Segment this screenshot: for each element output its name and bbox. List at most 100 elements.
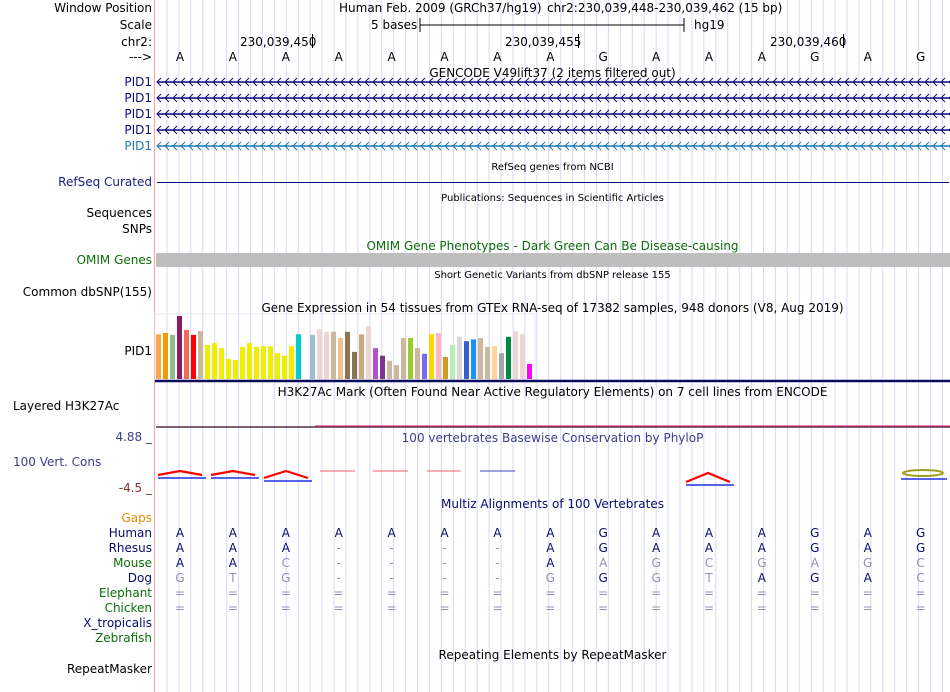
strand-arrow-icon bbox=[836, 125, 842, 135]
species-label-elephant[interactable]: Elephant bbox=[98, 586, 152, 600]
gencode-item-label[interactable]: PID1 bbox=[124, 123, 152, 137]
gtex-bar[interactable] bbox=[394, 365, 399, 379]
gencode-transcript[interactable] bbox=[155, 141, 950, 151]
omim-label[interactable]: OMIM Genes bbox=[76, 253, 152, 267]
gencode-transcript[interactable] bbox=[155, 109, 950, 119]
gtex-bar[interactable] bbox=[289, 346, 294, 379]
gtex-bar[interactable] bbox=[345, 331, 350, 379]
species-label-x_tropicalis[interactable]: X_tropicalis bbox=[83, 616, 152, 630]
gtex-bar[interactable] bbox=[380, 355, 385, 379]
gencode-transcript[interactable] bbox=[155, 125, 950, 135]
gtex-bar[interactable] bbox=[499, 353, 504, 379]
gtex-bar[interactable] bbox=[520, 334, 525, 379]
gtex-bar[interactable] bbox=[219, 348, 224, 379]
refseq-gene-line[interactable] bbox=[157, 182, 949, 183]
gtex-bar[interactable] bbox=[513, 331, 518, 379]
gtex-bar[interactable] bbox=[156, 334, 161, 379]
gtex-bar[interactable] bbox=[170, 334, 175, 379]
species-label-rhesus[interactable]: Rhesus bbox=[108, 541, 152, 555]
gtex-bar[interactable] bbox=[387, 360, 392, 379]
species-label-chicken[interactable]: Chicken bbox=[104, 601, 152, 615]
gtex-bar[interactable] bbox=[163, 333, 168, 379]
gtex-bar[interactable] bbox=[373, 348, 378, 379]
gtex-bar[interactable] bbox=[457, 336, 462, 379]
gtex-bar[interactable] bbox=[247, 343, 252, 379]
gencode-transcript[interactable] bbox=[155, 77, 950, 87]
gtex-bar[interactable] bbox=[261, 346, 266, 379]
strand-arrow-icon bbox=[164, 77, 170, 87]
strand-arrow-icon bbox=[644, 141, 650, 151]
gtex-bar[interactable] bbox=[338, 338, 343, 379]
strand-arrow-icon bbox=[692, 109, 698, 119]
repeatmasker-label[interactable]: RepeatMasker bbox=[66, 662, 152, 676]
dbsnp-label[interactable]: Common dbSNP(155) bbox=[22, 285, 152, 299]
species-label-dog[interactable]: Dog bbox=[127, 571, 152, 585]
gtex-bar[interactable] bbox=[324, 331, 329, 379]
gtex-bar[interactable] bbox=[443, 356, 448, 379]
strand-arrow-icon bbox=[756, 93, 762, 103]
gtex-bar[interactable] bbox=[317, 329, 322, 379]
strand-arrow-icon bbox=[300, 77, 306, 87]
refseq-label[interactable]: RefSeq Curated bbox=[58, 175, 152, 189]
gtex-bar[interactable] bbox=[177, 316, 182, 379]
gtex-bar[interactable] bbox=[478, 338, 483, 379]
publications-label-sequences[interactable]: Sequences bbox=[86, 206, 152, 220]
sequence-base: A bbox=[334, 50, 343, 64]
gtex-bar[interactable] bbox=[268, 346, 273, 379]
gtex-bar[interactable] bbox=[464, 341, 469, 379]
gencode-item-label[interactable]: PID1 bbox=[124, 91, 152, 105]
gtex-bar[interactable] bbox=[331, 331, 336, 379]
gencode-item-label[interactable]: PID1 bbox=[124, 107, 152, 121]
gtex-bar[interactable] bbox=[471, 339, 476, 379]
gaps-label[interactable]: Gaps bbox=[121, 511, 152, 525]
strand-arrow-icon bbox=[700, 109, 706, 119]
gtex-bar[interactable] bbox=[429, 334, 434, 379]
gtex-bar[interactable] bbox=[450, 344, 455, 379]
position-readout[interactable]: chr2:230,039,448-230,039,462 (15 bp) bbox=[547, 1, 783, 15]
species-label-zebrafish[interactable]: Zebrafish bbox=[95, 631, 152, 645]
gtex-label[interactable]: PID1 bbox=[124, 344, 152, 358]
species-label-mouse[interactable]: Mouse bbox=[113, 556, 152, 570]
gtex-bar[interactable] bbox=[408, 338, 413, 379]
gtex-bar[interactable] bbox=[184, 329, 189, 379]
gtex-bar[interactable] bbox=[226, 358, 231, 379]
gtex-bar[interactable] bbox=[415, 348, 420, 379]
gtex-bar[interactable] bbox=[352, 351, 357, 379]
gtex-bar[interactable] bbox=[485, 346, 490, 379]
strand-arrow-icon bbox=[420, 141, 426, 151]
gtex-bar[interactable] bbox=[275, 353, 280, 379]
gtex-bar[interactable] bbox=[401, 338, 406, 379]
h3k27ac-label[interactable]: Layered H3K27Ac bbox=[13, 399, 120, 413]
gtex-bar[interactable] bbox=[233, 360, 238, 379]
gtex-bar[interactable] bbox=[422, 353, 427, 379]
gencode-item-label[interactable]: PID1 bbox=[124, 75, 152, 89]
gtex-bar[interactable] bbox=[492, 346, 497, 379]
gencode-transcript[interactable] bbox=[155, 93, 950, 103]
strand-arrow-icon bbox=[532, 141, 538, 151]
gtex-bar[interactable] bbox=[436, 333, 441, 379]
strand-arrow-icon bbox=[244, 93, 250, 103]
strand-arrow-icon bbox=[756, 77, 762, 87]
gtex-bar[interactable] bbox=[282, 355, 287, 379]
strand-arrow-icon bbox=[452, 93, 458, 103]
gencode-item-label[interactable]: PID1 bbox=[124, 139, 152, 153]
phylop-label[interactable]: 100 Vert. Cons bbox=[13, 455, 102, 469]
species-label-human[interactable]: Human bbox=[108, 526, 152, 540]
strand-arrow-icon bbox=[836, 109, 842, 119]
gtex-bar[interactable] bbox=[359, 334, 364, 379]
publications-label-snps[interactable]: SNPs bbox=[122, 222, 152, 236]
aligned-base: G bbox=[651, 556, 661, 570]
gtex-bar[interactable] bbox=[366, 326, 371, 379]
gtex-bar[interactable] bbox=[254, 346, 259, 379]
omim-gene-bar[interactable] bbox=[156, 253, 950, 267]
strand-arrow-icon bbox=[868, 109, 874, 119]
gtex-bar[interactable] bbox=[506, 336, 511, 379]
gtex-bar[interactable] bbox=[310, 334, 315, 379]
gtex-bar[interactable] bbox=[191, 334, 196, 379]
gtex-bar[interactable] bbox=[212, 343, 217, 379]
gtex-bar[interactable] bbox=[296, 334, 301, 379]
gtex-bar[interactable] bbox=[198, 331, 203, 379]
gtex-bar[interactable] bbox=[205, 344, 210, 379]
gtex-bar[interactable] bbox=[240, 346, 245, 379]
gtex-bar[interactable] bbox=[527, 363, 532, 379]
